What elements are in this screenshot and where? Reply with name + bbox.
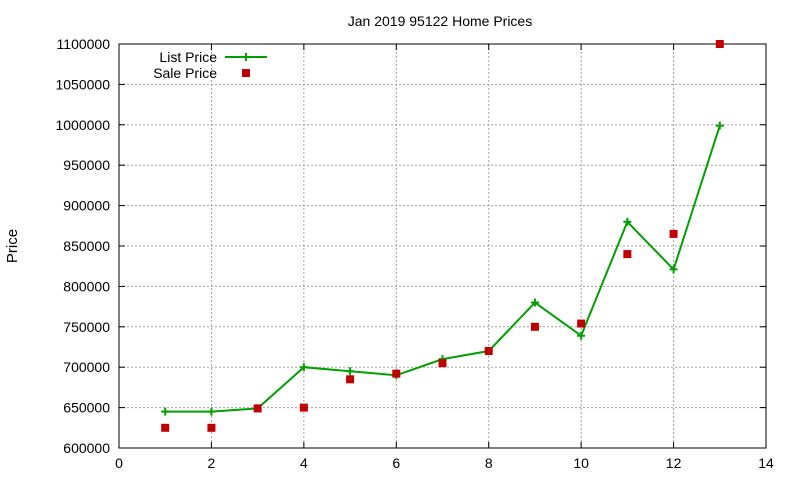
y-tick-label: 650000	[63, 400, 110, 416]
list-price-point	[577, 331, 586, 340]
legend-label: Sale Price	[153, 65, 217, 81]
list-price-point	[530, 298, 539, 307]
list-price-point	[346, 367, 355, 376]
legend-label: List Price	[159, 49, 217, 65]
sale-price-point	[207, 423, 216, 432]
y-tick-label: 900000	[63, 198, 110, 214]
list-price-point	[715, 121, 724, 130]
sale-price-point	[253, 404, 262, 413]
sale-price-point	[161, 423, 170, 432]
y-tick-label: 600000	[63, 440, 110, 456]
series-layer	[161, 40, 724, 432]
x-tick-label: 0	[115, 455, 123, 471]
chart-title: Jan 2019 95122 Home Prices	[348, 13, 532, 29]
axis-ticks: 0 2 4 6 8 10 12 14 600000 650000 700000 750000 80000…	[55, 36, 774, 471]
y-tick-label: 950000	[63, 157, 110, 173]
sale-price-point	[484, 347, 493, 356]
plot-frame	[118, 43, 767, 449]
x-tick-label: 10	[573, 455, 589, 471]
sale-price-point	[346, 375, 355, 384]
y-tick-label: 850000	[63, 238, 110, 254]
list-price-point	[623, 217, 632, 226]
legend-marker	[242, 53, 250, 61]
x-tick-label: 6	[392, 455, 400, 471]
sale-price-point	[392, 369, 401, 378]
x-tick-label: 12	[666, 455, 682, 471]
y-tick-label: 1050000	[55, 76, 110, 92]
y-tick-label: 1000000	[55, 117, 110, 133]
y-axis-label: Price	[4, 229, 21, 263]
sale-price-point	[669, 229, 678, 238]
sale-price-point	[438, 359, 447, 368]
sale-price-point	[299, 403, 308, 412]
sale-price-point	[715, 40, 724, 48]
x-tick-label: 14	[758, 455, 774, 471]
gridlines	[119, 44, 766, 448]
x-tick-label: 2	[208, 455, 216, 471]
series-sale-price	[161, 40, 724, 432]
x-tick-label: 8	[485, 455, 493, 471]
legend-marker	[242, 69, 250, 77]
list-price-line	[165, 125, 721, 413]
y-tick-label: 800000	[63, 278, 110, 294]
sale-price-point	[577, 319, 586, 328]
list-price-point	[669, 265, 678, 274]
list-price-point	[161, 407, 170, 416]
x-tick-label: 4	[300, 455, 308, 471]
sale-price-point	[530, 322, 539, 331]
list-price-point	[299, 363, 308, 372]
y-tick-label: 1100000	[57, 36, 111, 52]
series-list-price	[161, 121, 724, 416]
list-price-point	[207, 407, 216, 416]
y-tick-label: 750000	[63, 319, 110, 335]
sale-price-point	[623, 250, 632, 259]
y-tick-label: 700000	[63, 359, 110, 375]
